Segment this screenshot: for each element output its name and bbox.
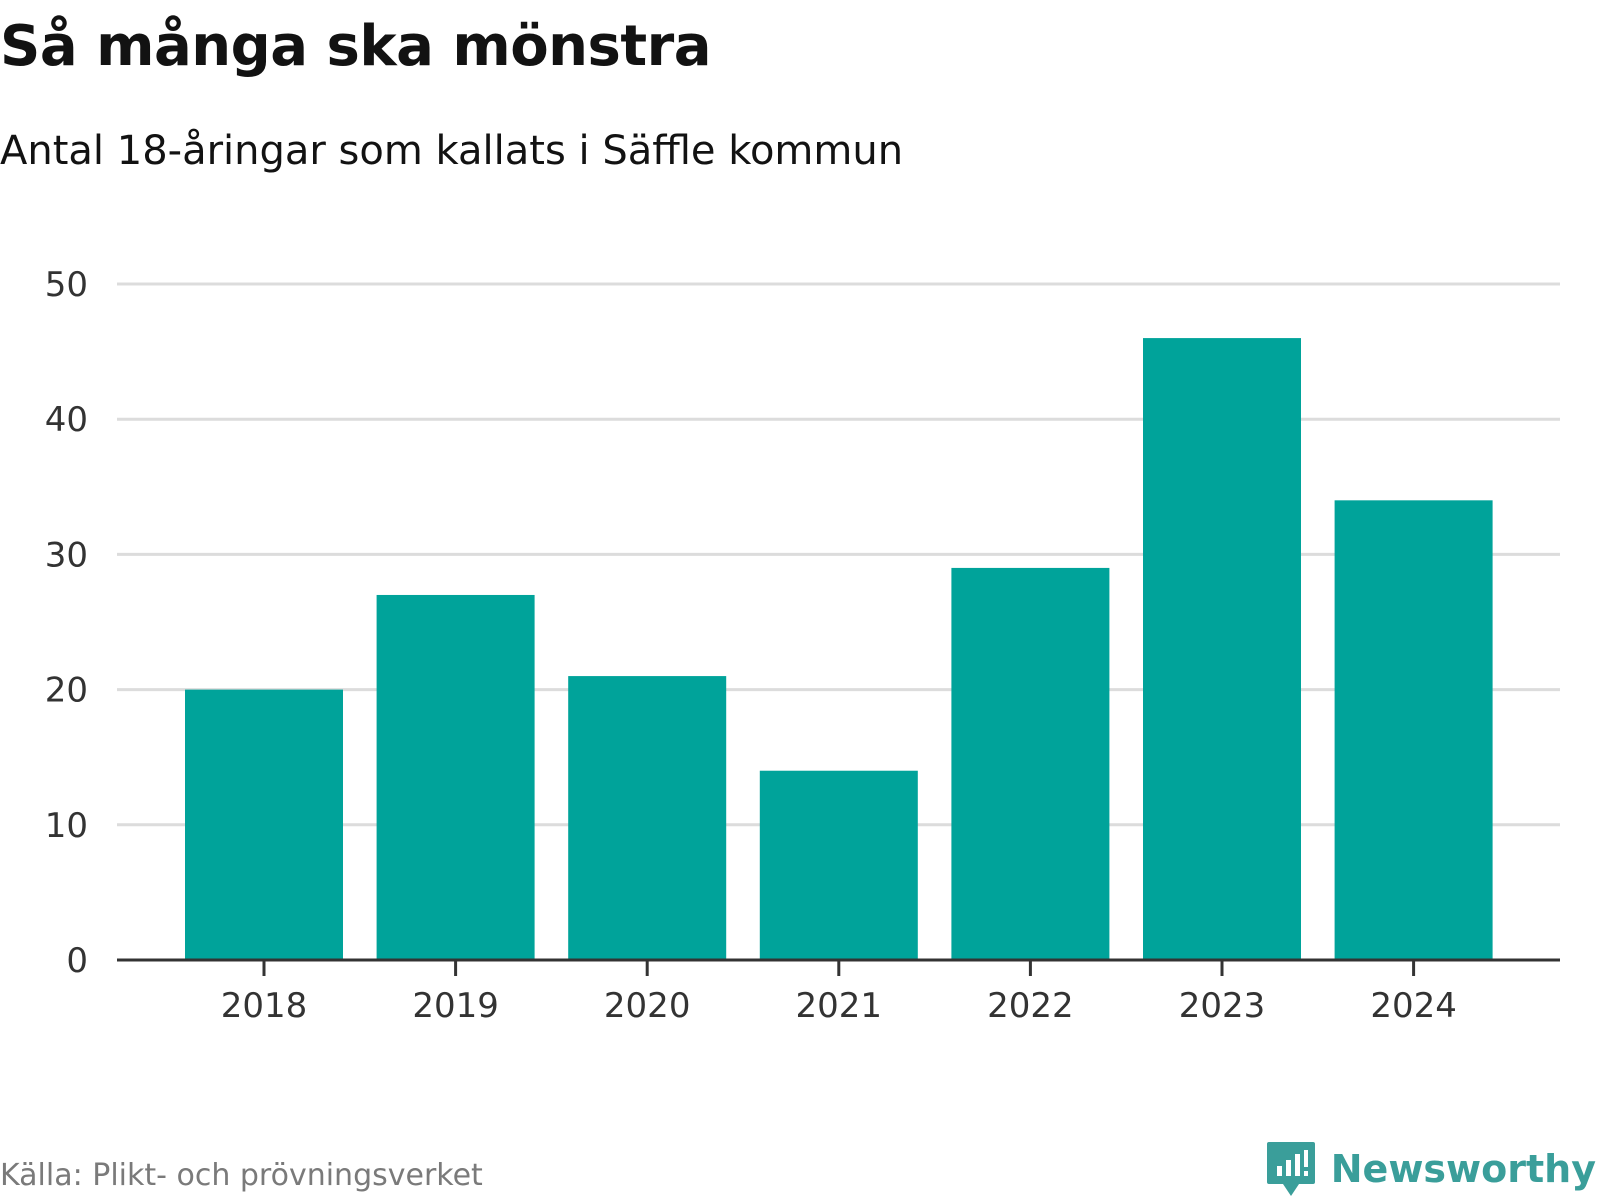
x-tick-label: 2018 [221, 986, 308, 1026]
y-tick-label: 10 [45, 806, 88, 846]
bar-2018 [185, 689, 343, 960]
brand-name: Newsworthy [1330, 1147, 1596, 1191]
x-tick-label: 2022 [987, 986, 1074, 1026]
bar-2020 [568, 676, 727, 960]
chart-title: Så många ska mönstra [0, 14, 712, 79]
y-tick-label: 30 [45, 535, 88, 575]
y-tick-label: 40 [45, 400, 88, 440]
chart-subtitle: Antal 18-åringar som kallats i Säffle ko… [0, 128, 904, 174]
bar-2021 [759, 770, 918, 960]
source-note: Källa: Plikt- och prövningsverket [0, 1158, 483, 1193]
bar-2019 [376, 594, 535, 960]
brand-logo: Newsworthy [1265, 1140, 1596, 1198]
y-tick-label: 0 [66, 941, 88, 981]
x-tick-label: 2023 [1179, 986, 1266, 1026]
x-axis-ticks: 2018 2019 2020 2021 2022 2023 2024 [221, 960, 1457, 1026]
x-tick-label: 2021 [796, 986, 883, 1026]
bar-2022 [951, 567, 1110, 960]
x-tick-label: 2024 [1370, 986, 1457, 1026]
bars [185, 338, 1493, 961]
y-tick-label: 20 [45, 671, 88, 711]
newsworthy-logo-icon [1266, 1142, 1315, 1196]
bar-2023 [1143, 338, 1301, 961]
x-tick-label: 2020 [604, 986, 691, 1026]
x-tick-label: 2019 [412, 986, 499, 1026]
bar-2024 [1334, 500, 1493, 960]
y-tick-label: 50 [45, 265, 88, 305]
y-axis-ticks: 0 10 20 30 40 50 [45, 265, 88, 981]
